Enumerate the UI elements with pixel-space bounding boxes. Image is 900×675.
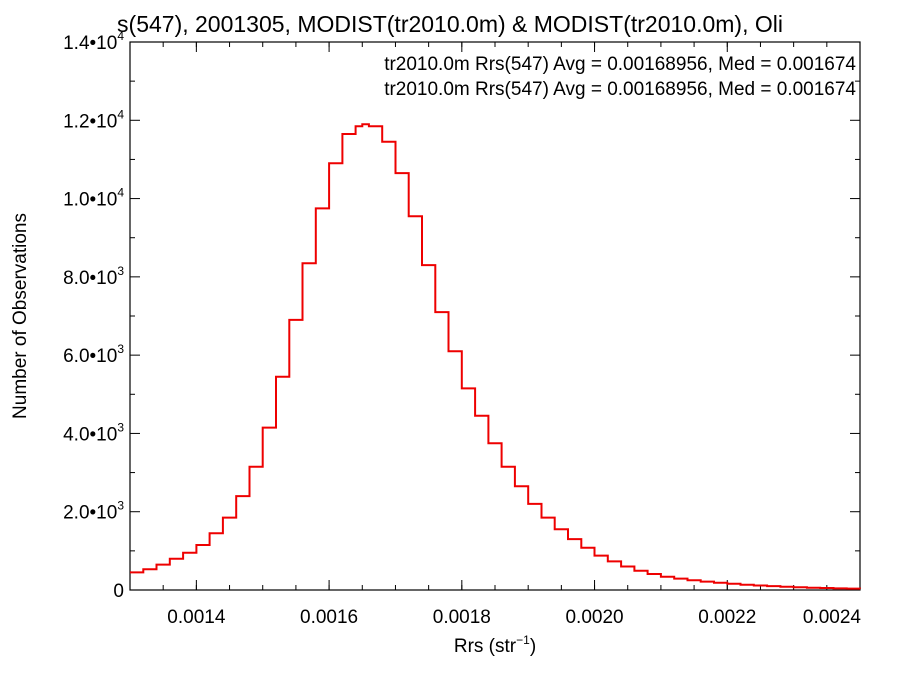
y-tick-mantissa: 1.2•10 xyxy=(63,111,117,132)
annotation-black: tr2010.0m Rrs(547) Avg = 0.00168956, Med… xyxy=(384,54,856,75)
y-tick-exponent: 3 xyxy=(117,342,124,356)
series-line xyxy=(130,123,861,590)
y-tick-label: 8.0•103 xyxy=(63,264,124,289)
y-tick-exponent: 3 xyxy=(117,264,124,278)
y-tick-label: 1.2•104 xyxy=(63,107,124,132)
x-axis-label-sup: −1 xyxy=(516,633,530,647)
annotation-red: tr2010.0m Rrs(547) Avg = 0.00168956, Med… xyxy=(384,79,856,100)
y-tick-exponent: 3 xyxy=(117,499,124,513)
y-tick-mantissa: 0 xyxy=(113,581,124,602)
y-tick-label: 0 xyxy=(113,581,124,602)
y-tick-label: 6.0•103 xyxy=(63,342,124,367)
x-tick-label: 0.0022 xyxy=(698,607,756,628)
y-tick-label: 1.4•104 xyxy=(63,29,124,54)
chart-title: s(547), 2001305, MODIST(tr2010.0m) & MOD… xyxy=(117,11,783,37)
y-tick-mantissa: 4.0•10 xyxy=(63,424,117,445)
x-tick-label: 0.0018 xyxy=(433,607,491,628)
y-tick-exponent: 4 xyxy=(117,107,124,121)
x-tick-label: 0.0024 xyxy=(803,607,862,628)
x-tick-label: 0.0014 xyxy=(167,607,226,628)
y-axis: 02.0•1034.0•1036.0•1038.0•1031.0•1041.2•… xyxy=(63,29,860,602)
y-tick-label: 4.0•103 xyxy=(63,420,124,445)
y-tick-exponent: 3 xyxy=(117,420,124,434)
y-tick-mantissa: 2.0•10 xyxy=(63,503,117,524)
y-tick-mantissa: 1.0•10 xyxy=(63,190,117,211)
y-tick-mantissa: 1.4•10 xyxy=(63,33,117,54)
x-tick-label: 0.0016 xyxy=(300,607,358,628)
x-axis-label: Rrs (str−1) xyxy=(454,633,536,657)
x-axis: 0.0014 0.0016 0.0018 0.0020 0.0022 0.0024 xyxy=(129,42,862,628)
y-tick-mantissa: 8.0•10 xyxy=(63,268,117,289)
plot-frame xyxy=(129,41,861,591)
y-tick-label: 2.0•103 xyxy=(63,499,124,524)
x-tick-label: 0.0020 xyxy=(565,607,623,628)
y-tick-mantissa: 6.0•10 xyxy=(63,346,117,367)
y-tick-label: 1.0•104 xyxy=(63,186,124,211)
y-axis-label: Number of Observations xyxy=(10,213,31,419)
y-tick-exponent: 4 xyxy=(117,29,124,43)
x-axis-label-main: Rrs (str xyxy=(454,636,517,657)
x-axis-label-close: ) xyxy=(530,636,536,657)
y-tick-exponent: 4 xyxy=(117,186,124,200)
